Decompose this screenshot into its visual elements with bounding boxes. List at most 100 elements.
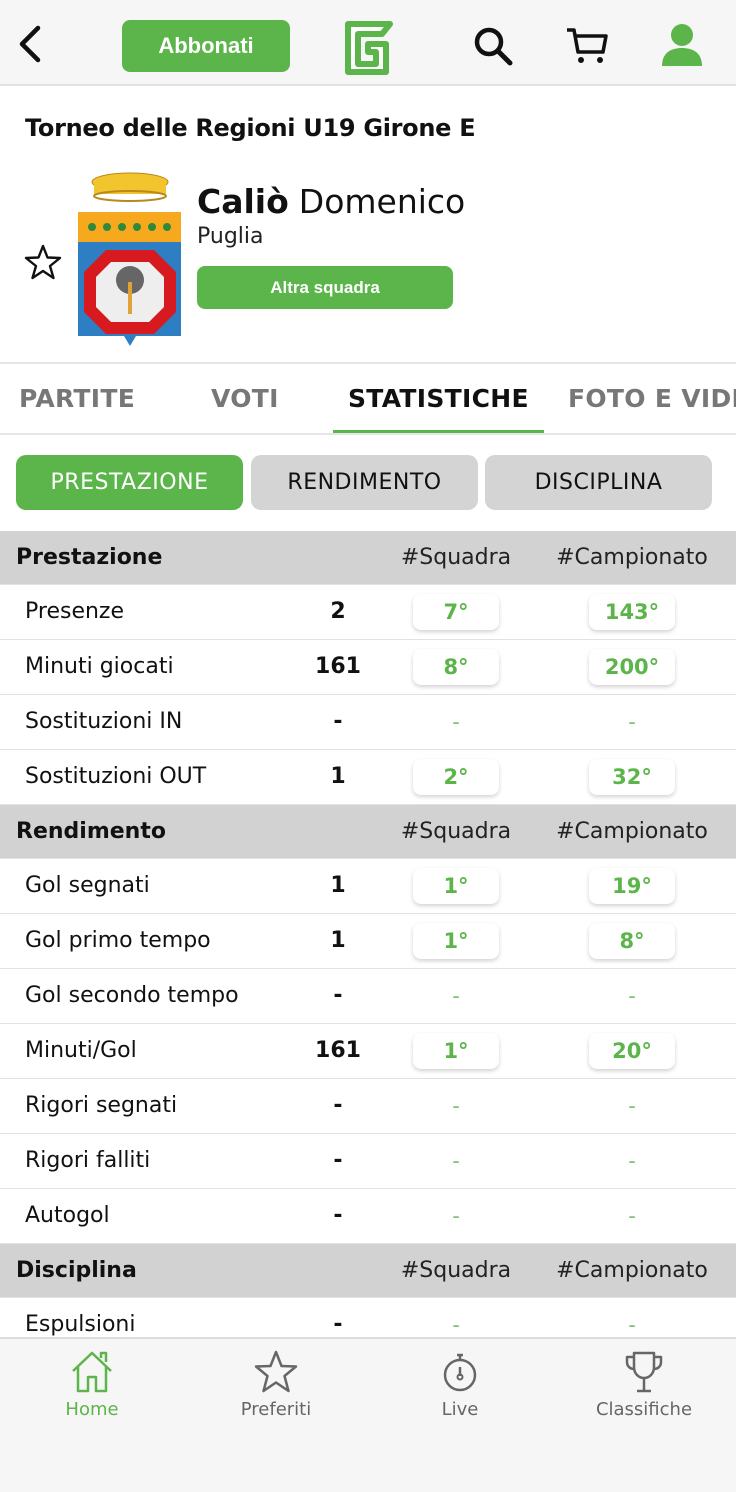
league-rank: - (589, 1307, 675, 1337)
subtab-disciplina[interactable]: DISCIPLINA (485, 455, 712, 510)
team-crest (78, 172, 181, 346)
tab-voti[interactable]: VOTI (211, 384, 279, 413)
table-row: Gol secondo tempo - - - (0, 969, 736, 1024)
subscribe-button[interactable]: Abbonati (122, 20, 290, 72)
section-header: Disciplina #Squadra #Campionato (0, 1244, 736, 1298)
home-icon (72, 1351, 112, 1393)
team-rank: 1° (413, 923, 499, 959)
stat-label: Espulsioni (25, 1312, 136, 1337)
trophy-icon (625, 1351, 663, 1393)
stat-value: - (333, 1312, 343, 1337)
team-rank-header: #Squadra (400, 819, 512, 844)
tab-statistiche[interactable]: STATISTICHE (348, 384, 529, 413)
stats-table[interactable]: Prestazione #Squadra #Campionato Presenze 2 7… (0, 531, 736, 1337)
other-team-button[interactable]: Altra squadra (197, 266, 453, 309)
nav-label: Classifiche (595, 1399, 693, 1420)
team-rank-header: #Squadra (400, 1258, 512, 1283)
team-rank-header: #Squadra (400, 545, 512, 570)
section-title: Disciplina (16, 1258, 137, 1283)
cart-icon[interactable] (565, 26, 609, 66)
team-rank: - (413, 978, 499, 1014)
league-rank: - (589, 704, 675, 740)
team-rank: 7° (413, 594, 499, 630)
stat-label: Presenze (25, 599, 124, 624)
league-rank: 20° (589, 1033, 675, 1069)
stat-label: Rigori falliti (25, 1148, 151, 1173)
player-first-name: Domenico (298, 182, 466, 221)
league-rank-header: #Campionato (556, 819, 708, 844)
stopwatch-icon (443, 1353, 477, 1392)
team-rank: - (413, 704, 499, 740)
nav-preferiti[interactable]: Preferiti (184, 1349, 368, 1420)
stat-label: Minuti/Gol (25, 1038, 137, 1063)
team-rank: - (413, 1307, 499, 1337)
stat-value: 161 (315, 1038, 361, 1063)
table-row: Sostituzioni OUT 1 2° 32° (0, 750, 736, 805)
team-rank: - (413, 1143, 499, 1179)
team-rank: 2° (413, 759, 499, 795)
team-rank: - (413, 1088, 499, 1124)
nav-classifiche[interactable]: Classifiche (552, 1349, 736, 1420)
logo[interactable] (340, 18, 396, 76)
subtab-prestazione[interactable]: PRESTAZIONE (16, 455, 243, 510)
table-row: Minuti/Gol 161 1° 20° (0, 1024, 736, 1079)
nav-label: Home (65, 1399, 119, 1420)
table-row: Sostituzioni IN - - - (0, 695, 736, 750)
tab-partite[interactable]: PARTITE (19, 384, 136, 413)
table-row: Minuti giocati 161 8° 200° (0, 640, 736, 695)
user-icon[interactable] (660, 22, 704, 68)
table-row: Gol primo tempo 1 1° 8° (0, 914, 736, 969)
stat-value: 2 (330, 599, 346, 624)
team-rank: 1° (413, 1033, 499, 1069)
league-rank-header: #Campionato (556, 1258, 708, 1283)
stat-label: Rigori segnati (25, 1093, 178, 1118)
nav-live[interactable]: Live (368, 1349, 552, 1420)
team-rank: 1° (413, 868, 499, 904)
league-rank: - (589, 1143, 675, 1179)
league-rank: - (589, 978, 675, 1014)
bottom-nav: Home Preferiti Live Classifiche (0, 1337, 736, 1492)
back-icon[interactable] (14, 24, 46, 64)
league-rank: 200° (589, 649, 675, 685)
table-row: Rigori segnati - - - (0, 1079, 736, 1134)
stat-label: Gol segnati (25, 873, 150, 898)
stat-value: - (333, 1093, 343, 1118)
league-rank: 143° (589, 594, 675, 630)
stat-value: 1 (330, 764, 346, 789)
favorite-star-icon[interactable] (24, 244, 62, 280)
league-rank: - (589, 1088, 675, 1124)
stat-label: Minuti giocati (25, 654, 174, 679)
tab-bar: PARTITE VOTI STATISTICHE FOTO E VIDEO (0, 362, 736, 435)
stat-label: Autogol (25, 1203, 110, 1228)
top-bar: Abbonati (0, 0, 736, 86)
league-rank: 8° (589, 923, 675, 959)
nav-home[interactable]: Home (0, 1349, 184, 1420)
competition-title: Torneo delle Regioni U19 Girone E (25, 114, 476, 142)
section-header: Prestazione #Squadra #Campionato (0, 531, 736, 585)
search-icon[interactable] (472, 25, 514, 67)
table-row: Presenze 2 7° 143° (0, 585, 736, 640)
stat-label: Sostituzioni OUT (25, 764, 207, 789)
stat-value: 1 (330, 928, 346, 953)
nav-label: Live (441, 1399, 479, 1420)
stat-value: 161 (315, 654, 361, 679)
stat-value: - (333, 1148, 343, 1173)
table-row: Rigori falliti - - - (0, 1134, 736, 1189)
league-rank-header: #Campionato (556, 545, 708, 570)
team-rank: 8° (413, 649, 499, 685)
league-rank: 32° (589, 759, 675, 795)
table-row: Gol segnati 1 1° 19° (0, 859, 736, 914)
stat-value: 1 (330, 873, 346, 898)
subtab-rendimento[interactable]: RENDIMENTO (251, 455, 478, 510)
table-row: Espulsioni - - - (0, 1298, 736, 1337)
league-rank: - (589, 1198, 675, 1234)
section-title: Prestazione (16, 545, 163, 570)
stat-value: - (333, 1203, 343, 1228)
nav-label: Preferiti (240, 1399, 312, 1420)
stat-value: - (333, 709, 343, 734)
stat-label: Gol secondo tempo (25, 983, 239, 1008)
tab-foto-video[interactable]: FOTO E VIDEO (568, 384, 736, 413)
player-team: Puglia (197, 224, 264, 249)
section-header: Rendimento #Squadra #Campionato (0, 805, 736, 859)
player-name: Caliò Domenico (197, 182, 465, 221)
